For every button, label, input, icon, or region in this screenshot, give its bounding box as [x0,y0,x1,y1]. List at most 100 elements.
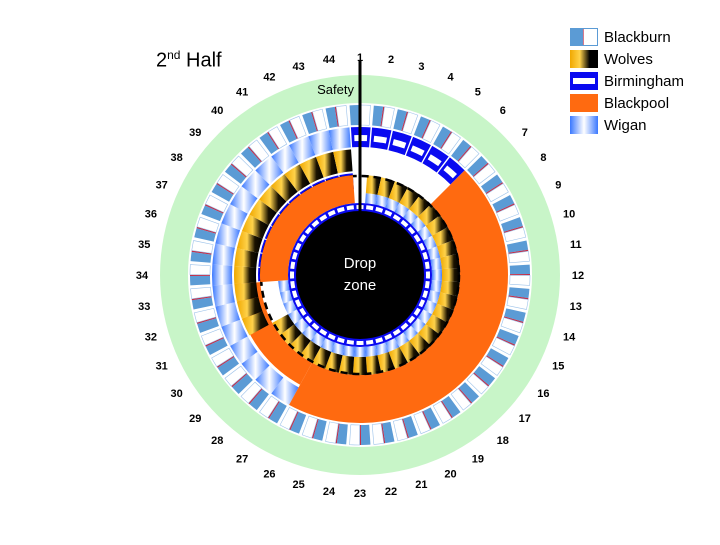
blackburn-segment-white [371,423,385,445]
birmingham-segment-white [427,154,442,167]
position-label: 35 [138,239,150,251]
blackburn-stripe [421,119,432,139]
position-label: 33 [138,301,150,313]
blackburn-segment [486,348,509,367]
wigan-inner-segment [417,225,432,241]
wolves-segment [259,185,287,213]
birmingham-innermost-white [319,214,328,222]
blackburn-segment [382,421,395,444]
blackpool-inner-band [260,175,355,283]
blackburn-stripe [267,400,280,419]
wolves-inner-segment [441,267,460,283]
birmingham-innermost-white [400,219,409,228]
blackburn-segment [205,338,228,355]
title-number: 2 [156,49,168,72]
wolves-inner-segment [409,194,431,218]
position-label: 43 [292,61,304,73]
wolves-inner-segment [377,177,395,199]
blackburn-stripe [311,111,319,132]
wolves-segment [284,164,311,192]
wigan-inner-segment [331,342,345,356]
blackburn-segment-white [200,328,224,346]
wigan-inner-segment [279,290,293,304]
wigan-inner-segment [375,342,389,356]
title-rest: Half [180,49,222,72]
wigan-inner-segment [430,280,442,293]
blackburn-segment [217,356,240,376]
wolves-segment [270,174,298,202]
position-label: 25 [292,479,304,491]
blackburn-segment-white [189,264,211,275]
blackburn-segment [441,395,461,418]
wolves-inner-segment [352,356,368,375]
blackburn-segment [458,382,480,403]
blackburn-segment [423,407,440,430]
wigan-segment [230,336,258,364]
blackburn-segment [509,264,530,275]
wigan-inner-segment [427,246,441,260]
wigan-inner-segment [365,345,378,357]
legend-item-blackpool: Blackpool [570,92,684,114]
birmingham-innermost-white [294,299,302,308]
blackburn-segment-white [231,155,254,177]
blackburn-stripe [401,418,409,439]
half-title: 2nd Half [156,48,222,73]
blackburn-segment-white [268,126,288,150]
wigan-inner-segment [403,209,418,225]
blackburn-segment [259,132,279,155]
birmingham-innermost-white [304,315,313,324]
wolves-segment [249,199,277,226]
blackburn-segment-white [381,106,395,129]
birmingham-segment-white [443,165,457,179]
blackburn-stripe [359,424,362,445]
blackburn-segment-white [205,194,229,213]
blackburn-segment-white [279,406,298,430]
wigan-inner-segment [417,309,432,325]
wigan-segment [241,351,270,380]
birmingham-innermost-white [366,205,374,211]
blackburn-segment-white [466,373,489,395]
wolves-inner-segment [425,314,448,335]
legend-item-birmingham: Birmingham [570,70,684,92]
blackburn-segment-white [240,381,262,404]
blackburn-segment [413,116,430,139]
position-label: 6 [500,105,506,117]
wigan-inner-segment [288,309,303,325]
blackburn-segment-white [485,183,509,203]
wolves-segment [236,297,263,320]
blackburn-segment [232,373,253,395]
blackburn-segment [197,318,219,333]
blackburn-stripe [503,226,524,234]
wolves-inner-segment [425,215,448,236]
blackburn-segment [393,109,407,131]
blackburn-segment-white [289,115,307,139]
position-label: 34 [136,270,149,282]
birmingham-innermost-white [375,206,384,213]
blackburn-segment-white [506,296,529,310]
wolves-segment [241,311,269,336]
wolves-segment [234,282,259,302]
birmingham-swatch [570,72,598,90]
wigan-inner-segment [385,198,400,212]
wolves-segment [234,248,259,268]
blackburn-stripe [485,182,504,195]
position-label: 10 [563,209,575,221]
blackburn-stripe [196,226,217,234]
birmingham-innermost-white [413,234,421,243]
birmingham-innermost-white [346,205,354,211]
wigan-inner-segment [423,300,437,315]
wigan-inner-segment [310,332,326,347]
wigan-segment [271,377,299,405]
position-label: 44 [323,54,336,66]
blackburn-segment-white [402,111,419,135]
blackpool-band [289,170,509,423]
birmingham-innermost-white [424,261,430,269]
blackburn-segment-white [480,355,504,376]
blackburn-stripe [457,387,473,404]
blackburn-stripe [248,388,263,405]
blackburn-stripe [496,203,515,214]
birmingham-innermost-white [375,337,384,344]
blackburn-segment [290,411,307,434]
wolves-segment [315,151,338,178]
blackburn-segment-white [508,250,530,264]
